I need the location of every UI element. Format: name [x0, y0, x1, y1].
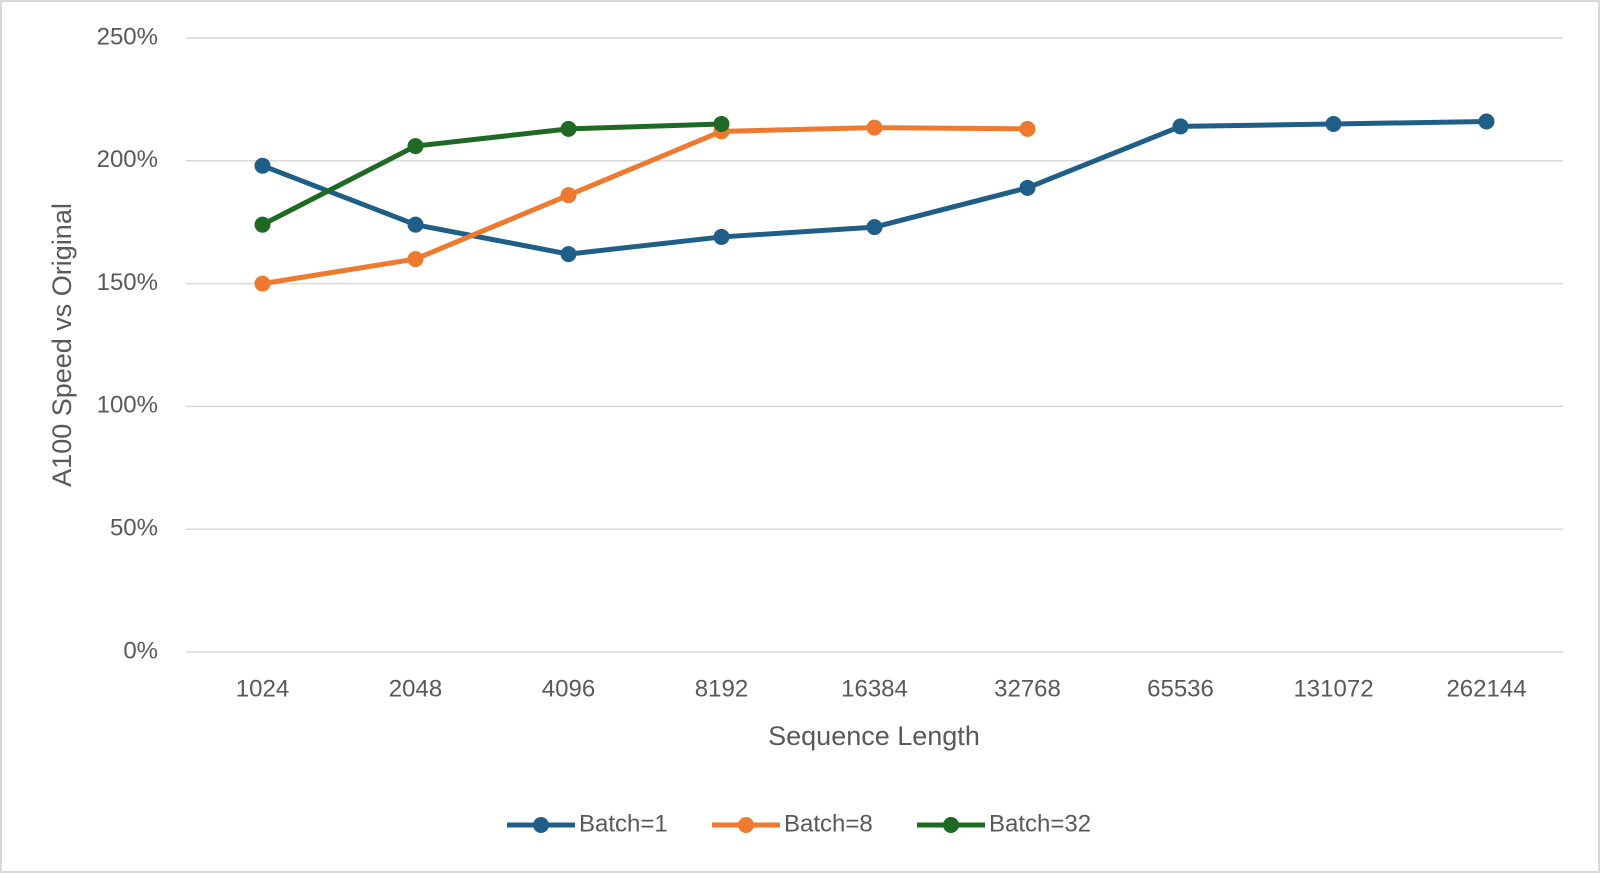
data-point — [713, 228, 730, 245]
y-tick-label: 250% — [97, 23, 158, 50]
data-point — [713, 115, 730, 132]
data-point — [866, 219, 883, 236]
x-tick-label: 262144 — [1446, 675, 1526, 702]
legend-label: Batch=1 — [579, 810, 668, 837]
data-point — [1019, 120, 1036, 137]
x-tick-label: 32768 — [994, 675, 1061, 702]
x-axis-title: Sequence Length — [768, 721, 980, 751]
data-point — [1172, 118, 1189, 135]
y-tick-label: 100% — [97, 392, 158, 419]
legend-marker — [533, 817, 549, 833]
y-tick-label: 200% — [97, 146, 158, 173]
y-tick-label: 150% — [97, 269, 158, 296]
y-tick-label: 50% — [110, 515, 158, 542]
data-point — [560, 120, 577, 137]
data-point — [407, 216, 424, 233]
data-point — [560, 246, 577, 263]
x-tick-label: 4096 — [542, 675, 595, 702]
legend-label: Batch=32 — [989, 810, 1091, 837]
x-tick-label: 8192 — [695, 675, 748, 702]
data-point — [1325, 115, 1342, 132]
legend-marker — [943, 817, 959, 833]
series-line — [262, 125, 1028, 287]
y-tick-label: 0% — [123, 637, 158, 664]
data-point — [254, 275, 271, 292]
series-line — [261, 121, 722, 227]
data-point — [1019, 179, 1036, 196]
y-axis-title: A100 Speed vs Original — [47, 203, 77, 487]
x-tick-label: 131072 — [1293, 675, 1373, 702]
data-point — [866, 119, 883, 136]
data-point — [1478, 113, 1495, 130]
legend-label: Batch=8 — [784, 810, 873, 837]
data-point — [407, 251, 424, 268]
data-point — [560, 187, 577, 204]
x-tick-label: 2048 — [389, 675, 442, 702]
data-point — [254, 157, 271, 174]
legend-marker — [738, 817, 754, 833]
x-tick-label: 65536 — [1147, 675, 1214, 702]
data-point — [407, 138, 424, 155]
data-point — [254, 216, 271, 233]
x-tick-label: 1024 — [236, 675, 289, 702]
x-tick-label: 16384 — [841, 675, 908, 702]
